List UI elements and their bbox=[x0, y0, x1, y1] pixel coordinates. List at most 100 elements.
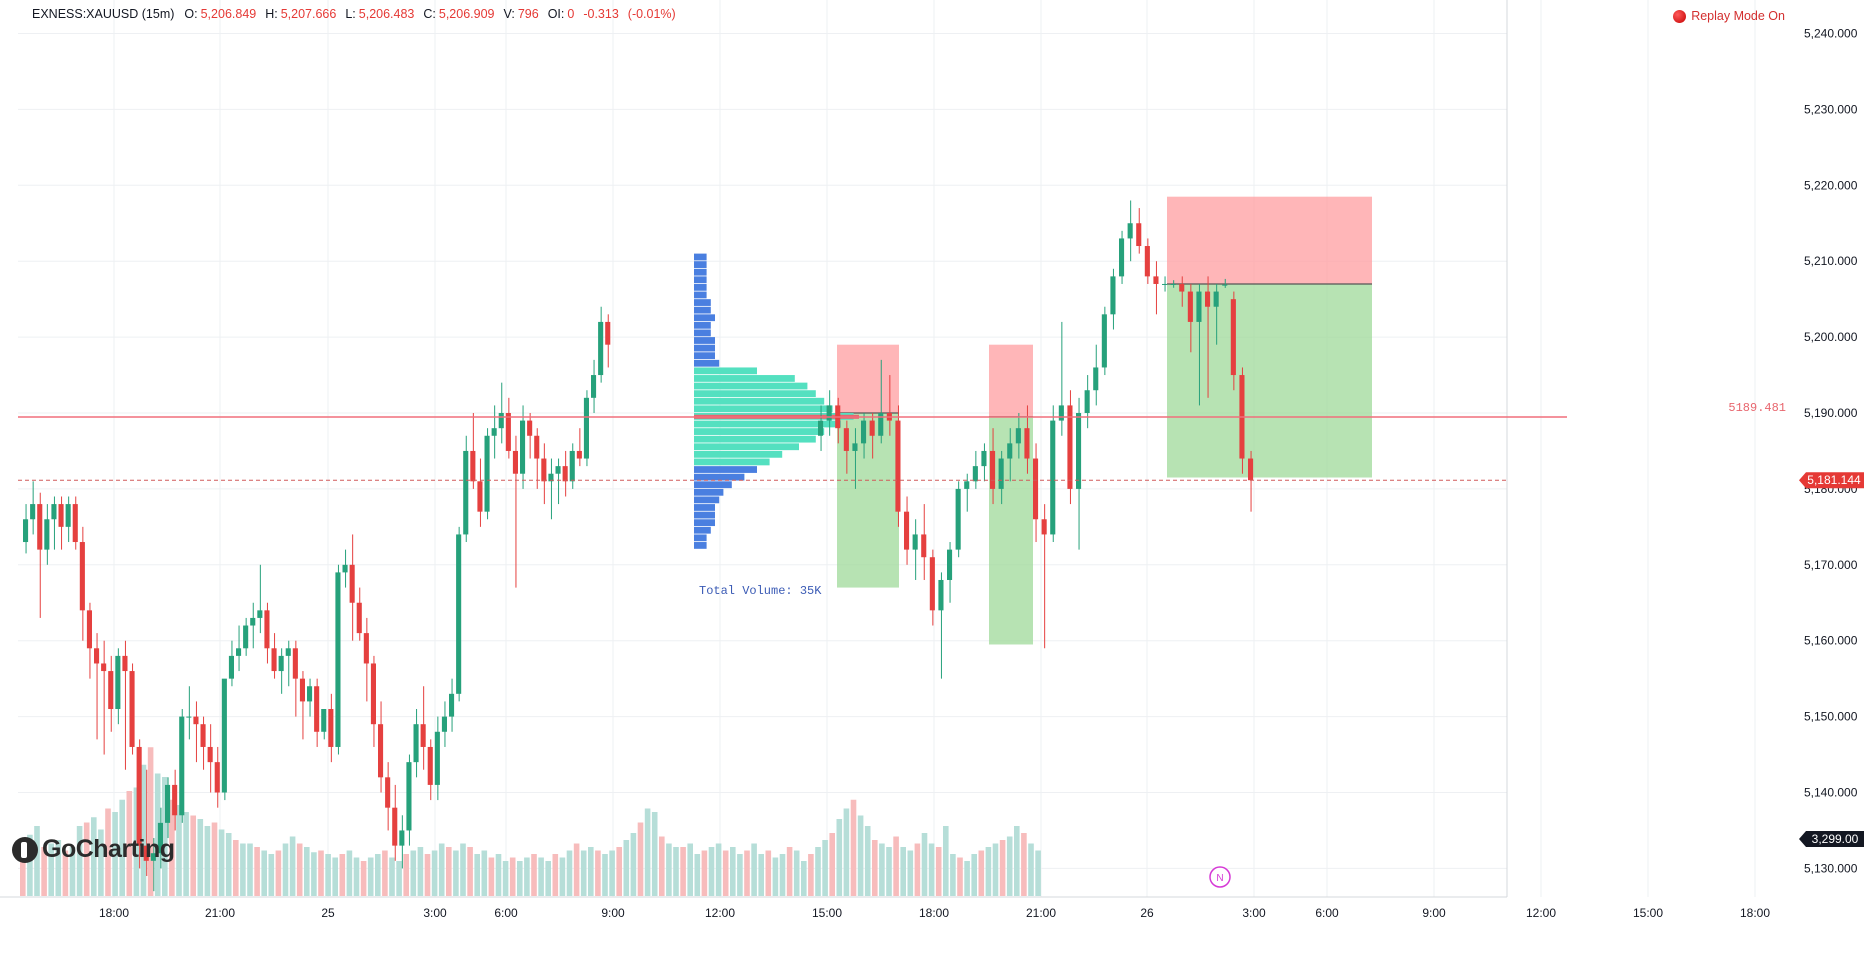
news-marker-icon bbox=[1209, 866, 1231, 888]
volume-bar bbox=[779, 854, 786, 896]
candle-body bbox=[79, 542, 85, 611]
candle-body bbox=[399, 830, 405, 846]
candle-body bbox=[1007, 443, 1013, 459]
time-tick-label: 3:00 bbox=[423, 906, 447, 920]
volume-profile-row bbox=[694, 359, 720, 367]
volume-bar bbox=[318, 850, 324, 896]
volume-bar bbox=[914, 843, 921, 896]
candle-body bbox=[72, 504, 78, 543]
horizontal-line-label: 5189.481 bbox=[1728, 401, 1786, 415]
candle-body bbox=[441, 716, 447, 732]
volume-bar bbox=[517, 861, 523, 896]
volume-bar bbox=[950, 854, 956, 896]
volume-profile-row bbox=[694, 268, 707, 276]
candle-body bbox=[342, 564, 348, 573]
candle-body bbox=[335, 572, 341, 747]
volume-bar bbox=[76, 826, 83, 896]
candle-body bbox=[505, 413, 511, 451]
volume-bar bbox=[616, 847, 622, 896]
candle-body bbox=[1093, 367, 1099, 391]
volume-profile-row bbox=[694, 329, 711, 337]
candle-body bbox=[122, 655, 128, 672]
volume-bar bbox=[438, 843, 445, 896]
candle-body bbox=[449, 693, 455, 717]
volume-bar bbox=[91, 817, 97, 896]
candle-body bbox=[878, 413, 884, 436]
candle-body bbox=[1213, 291, 1219, 307]
candle-body bbox=[115, 655, 121, 710]
stop-loss-zone bbox=[1167, 196, 1372, 284]
volume-bar bbox=[978, 850, 985, 896]
candle-body bbox=[172, 784, 178, 816]
volume-profile-row bbox=[694, 450, 783, 458]
volume-bar bbox=[154, 773, 161, 896]
candle-body bbox=[434, 731, 440, 785]
candle-body bbox=[470, 450, 476, 482]
candle-body bbox=[370, 663, 376, 725]
candle-body bbox=[1230, 299, 1236, 376]
volume-value: 796 bbox=[517, 7, 539, 21]
candle-body bbox=[44, 519, 50, 550]
candle-body bbox=[463, 450, 469, 535]
candle-body bbox=[58, 504, 64, 527]
volume-bar bbox=[666, 843, 672, 896]
candle-body bbox=[23, 519, 29, 543]
volume-bar bbox=[389, 857, 395, 896]
volume-bar bbox=[261, 850, 267, 896]
change-percent: (-0.01%) bbox=[627, 7, 676, 21]
ohlc-legend: EXNESS:XAUUSD (15m) O: 5,206.849 H: 5,20… bbox=[32, 4, 685, 24]
volume-profile-row bbox=[694, 375, 795, 382]
high-label: H: bbox=[265, 7, 278, 21]
record-dot-icon bbox=[1673, 9, 1687, 23]
candle-body bbox=[598, 321, 604, 376]
replay-mode-indicator[interactable]: Replay Mode On bbox=[1673, 9, 1785, 23]
price-tick-label: 5,170.000 bbox=[1804, 558, 1858, 572]
candle-body bbox=[998, 458, 1004, 489]
volume-bar bbox=[985, 847, 992, 896]
candle-body bbox=[1179, 283, 1185, 292]
volume-bar bbox=[105, 808, 111, 896]
candle-body bbox=[207, 746, 213, 763]
volume-bar bbox=[928, 843, 935, 896]
volume-profile-row bbox=[694, 488, 724, 496]
volume-bar bbox=[864, 826, 871, 896]
volume-bar bbox=[69, 847, 76, 896]
volume-bar bbox=[481, 850, 488, 896]
symbol-label[interactable]: EXNESS:XAUUSD (15m) bbox=[32, 7, 175, 21]
candle-body bbox=[938, 579, 944, 611]
volume-bar bbox=[502, 861, 509, 896]
candle-body bbox=[299, 678, 305, 702]
volume-bar bbox=[183, 812, 189, 896]
candle-body bbox=[1162, 283, 1168, 285]
volume-bar bbox=[254, 847, 260, 896]
candle-body bbox=[527, 420, 533, 436]
volume-label: V: bbox=[503, 7, 515, 21]
volume-bar bbox=[1014, 826, 1020, 896]
candle-body bbox=[929, 557, 935, 611]
candle-body bbox=[843, 428, 849, 451]
price-tick-label: 5,150.000 bbox=[1804, 710, 1858, 724]
volume-profile-row bbox=[694, 382, 808, 390]
candle-body bbox=[1101, 314, 1107, 368]
volume-bar bbox=[708, 847, 715, 896]
close-label: C: bbox=[423, 7, 436, 21]
volume-profile-row bbox=[694, 519, 715, 527]
candle-body bbox=[378, 724, 384, 778]
volume-profile-row bbox=[694, 397, 825, 405]
volume-bar bbox=[623, 840, 630, 896]
volume-bar bbox=[162, 777, 168, 896]
volume-bar bbox=[233, 840, 239, 896]
volume-bar bbox=[218, 829, 225, 896]
gocharting-logo: GoCharting bbox=[12, 835, 175, 864]
volume-bar bbox=[644, 808, 651, 896]
volume-bar bbox=[211, 822, 218, 896]
volume-bar bbox=[339, 854, 346, 896]
volume-bar bbox=[843, 808, 850, 896]
candle-body bbox=[1119, 238, 1125, 277]
price-tick-label: 5,190.000 bbox=[1804, 406, 1858, 420]
volume-bar bbox=[140, 764, 147, 896]
volume-bar bbox=[957, 857, 963, 896]
volume-profile-row bbox=[694, 443, 799, 451]
